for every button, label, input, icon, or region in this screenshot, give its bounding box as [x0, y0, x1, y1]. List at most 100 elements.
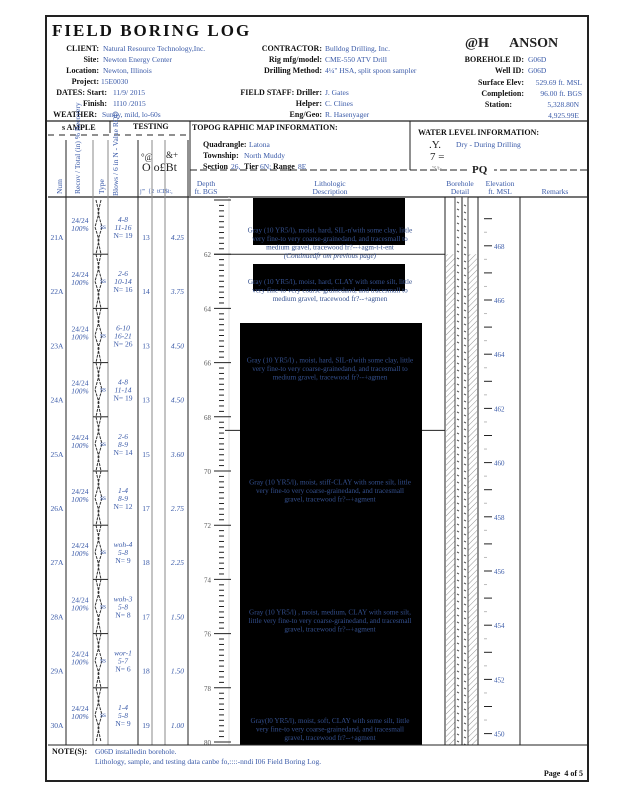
grout-mark [456, 593, 460, 596]
grout-mark [463, 246, 467, 249]
qu-value: 3.75 [170, 287, 184, 296]
helper-label: Helper: [296, 99, 322, 108]
depth-label: 66 [204, 360, 212, 368]
grout-mark [456, 299, 460, 302]
elevation-label: 452 [494, 676, 505, 684]
grout-mark [456, 516, 460, 519]
testing-section-header: TESTING [133, 122, 169, 131]
borehole-id-label: BOREHOLE ID: [465, 55, 524, 64]
grout-mark [456, 208, 460, 211]
grout-mark [463, 288, 467, 291]
recovery-percent: 100% [71, 712, 89, 721]
grout-mark [456, 257, 460, 260]
grout-mark [456, 390, 460, 393]
blows-1: 1-4 [118, 703, 128, 712]
range-value: 8E [298, 162, 307, 171]
water-pq-text: PQ [472, 164, 488, 176]
sampler-zigzag [97, 687, 103, 743]
grout-mark [456, 621, 460, 624]
grout-mark [456, 432, 460, 435]
grout-mark [463, 400, 467, 403]
grout-mark [463, 505, 467, 508]
sample-type: ss [100, 385, 106, 394]
blows-2: 11-16 [115, 223, 132, 232]
grout-mark [463, 449, 467, 452]
lithology-column: Gray (10 YR5/l), moist, hard, SIL-n'with… [214, 198, 445, 745]
water-level-text: Dry - During Drilling [456, 140, 521, 149]
n-value: N= 9 [115, 556, 131, 565]
grout-mark [463, 736, 467, 739]
grout-mark [456, 348, 460, 351]
blows-1: 6-10 [116, 323, 130, 332]
township-value: North Muddy [244, 151, 285, 160]
grout-mark [463, 267, 467, 270]
blows-2: 16-21 [114, 331, 132, 340]
topo-section-header: TOPOG RAPHIC MAP INFORMATION: [192, 123, 338, 132]
grout-mark [456, 474, 460, 477]
blows-1: 2-6 [118, 269, 128, 278]
grout-mark [456, 292, 460, 295]
grout-mark [463, 274, 467, 277]
moisture-value: 18 [142, 667, 150, 676]
depth-label: 78 [204, 685, 212, 693]
recovery-percent: 100% [71, 278, 89, 287]
blows-1: 1-4 [118, 486, 128, 495]
sample-number: 24A [51, 396, 65, 405]
site-value: Newton Energy Center [103, 55, 173, 64]
grout-mark [463, 393, 467, 396]
lithologic-description: Gray (10 YR5/l), moist, hard, CLAY with … [248, 278, 412, 286]
sample-section-header: s AMPLE [62, 123, 96, 132]
lithology-header: Lithologic [314, 179, 346, 188]
grout-mark [456, 355, 460, 358]
grout-mark [463, 407, 467, 410]
grout-mark [463, 561, 467, 564]
well-id-label: Well ID: [495, 66, 524, 75]
grout-mark [463, 512, 467, 515]
grout-mark [456, 229, 460, 232]
n-value: N= 26 [113, 339, 132, 348]
recovery: 24/24 [71, 379, 88, 388]
sample-number: 29A [51, 667, 65, 676]
grout-mark [463, 330, 467, 333]
grout-mark [463, 204, 467, 207]
elevation-label: 450 [494, 731, 505, 739]
grout-mark [463, 680, 467, 683]
grout-mark [463, 652, 467, 655]
station-east: 4,925.99E [548, 111, 579, 120]
sampler-zigzag [94, 362, 100, 417]
blows-2: 8-9 [118, 494, 128, 503]
page-number: Page 4 of 5 [544, 769, 583, 778]
grout-mark [456, 243, 460, 246]
grout-mark [463, 659, 467, 662]
grout-mark [456, 586, 460, 589]
grout-mark [463, 260, 467, 263]
recovery: 24/24 [71, 704, 88, 713]
sampler-zigzag [94, 308, 100, 363]
moisture-value: 14 [142, 287, 150, 296]
recovery: 24/24 [71, 595, 88, 604]
blows-2: 11-14 [115, 386, 132, 395]
grout-mark [463, 673, 467, 676]
grout-mark [456, 411, 460, 414]
depth-label: 70 [204, 468, 212, 476]
sampler-zigzag [97, 525, 103, 580]
tier-label: Tier [244, 162, 259, 171]
station-label: Station: [485, 100, 512, 109]
sampler-zigzag [94, 470, 100, 526]
elevation-label: 454 [494, 622, 505, 630]
depth-header: Depth [197, 179, 216, 188]
notes-label: NOTE(S): [52, 747, 87, 756]
grout-mark [463, 379, 467, 382]
blows-2: 5-8 [118, 548, 128, 557]
redaction-box [240, 323, 422, 745]
elevation-label: 468 [494, 243, 505, 251]
grout-mark [463, 372, 467, 375]
page-border [45, 15, 589, 782]
sampler-zigzag [94, 525, 100, 580]
grout-mark [463, 477, 467, 480]
grout-mark [463, 589, 467, 592]
driller-value: J. Gates [325, 88, 349, 97]
